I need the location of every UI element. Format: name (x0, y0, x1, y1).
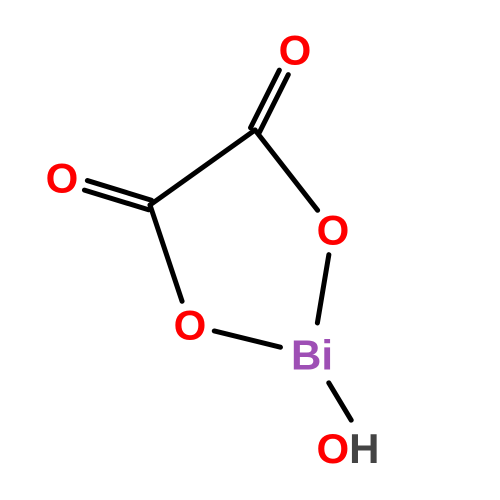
bond-C1-O3 (255, 130, 318, 210)
atom-O3-label: O (317, 207, 350, 254)
molecule-diagram: O O O O Bi OH (0, 0, 500, 500)
atom-OH-label: OH (316, 425, 379, 472)
bond-C1-C2 (150, 130, 255, 205)
atom-O4-label: O (174, 302, 207, 349)
bond-O4-Bi (214, 331, 280, 347)
bond-Bi-OH (329, 383, 351, 420)
atom-O2d-label: O (46, 155, 79, 202)
atom-O1d-label: O (279, 27, 312, 74)
bond-C2-O4 (150, 205, 182, 301)
bond-O3-Bi (317, 255, 328, 323)
bond-C2-O2d (84, 190, 148, 210)
atom-Bi-label: Bi (291, 332, 333, 379)
bond-C2-O2d (87, 181, 151, 201)
